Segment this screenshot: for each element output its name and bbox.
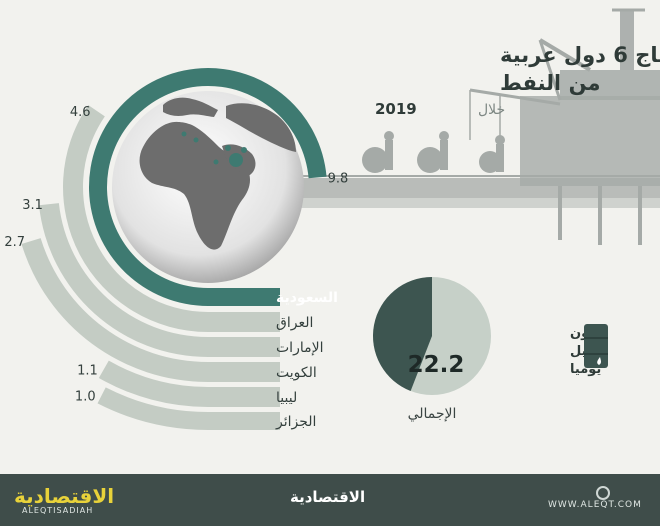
footer-brand: الاقتصادية — [290, 488, 366, 506]
arc-bar-tab — [208, 362, 280, 382]
total-pie: 22.2 — [373, 277, 491, 395]
value-label: 1.0 — [75, 389, 96, 404]
total-pie-highlight — [373, 277, 432, 391]
arc-bar — [98, 360, 208, 407]
globe-illustration — [112, 91, 304, 283]
value-label: 9.8 — [328, 171, 349, 186]
arc-bar-tab — [208, 387, 280, 407]
total-label: الإجمالي — [408, 406, 457, 422]
category-label: الكويت — [276, 365, 317, 381]
oil-platform-illustration — [300, 8, 660, 245]
oil-barrel-icon — [584, 324, 608, 368]
footer-url[interactable]: WWW.ALEQT.COM — [548, 500, 642, 510]
value-label: 4.6 — [70, 105, 91, 120]
arc-bar-tab — [208, 337, 280, 357]
category-label: ليبيا — [276, 390, 297, 406]
category-label: الإمارات — [276, 340, 323, 356]
category-label: الجزائر — [275, 414, 316, 430]
arc-bar-tab — [208, 412, 280, 430]
arc-bar — [38, 203, 208, 357]
footer-bar — [0, 474, 660, 526]
value-label: 3.1 — [22, 198, 43, 213]
highlight-dot — [213, 159, 219, 165]
highlight-dot — [193, 137, 199, 143]
highlight-dot — [181, 131, 187, 137]
footer-logo: الاقتصادية — [14, 484, 115, 508]
period-prefix: خلال — [478, 102, 505, 118]
arc-bar — [97, 387, 208, 430]
arc-bars — [21, 68, 327, 430]
europe-shape — [163, 97, 218, 117]
arc-bar-tab — [208, 288, 280, 306]
value-label: 1.1 — [77, 363, 98, 378]
value-label: 2.7 — [4, 235, 25, 250]
footer-logo-sub: ALEQTISADIAH — [22, 506, 94, 515]
arc-bar — [63, 105, 209, 333]
total-value: 22.2 — [408, 352, 465, 378]
asia-shape — [226, 103, 296, 152]
category-labels: السعودية العراق الإمارات الكويت ليبيا الجزائر — [275, 290, 338, 430]
highlight-dot — [229, 153, 243, 167]
title-line2: من النفط — [500, 71, 600, 95]
globe-icon — [596, 486, 610, 500]
value-labels: 9.8 4.6 3.1 2.7 1.1 1.0 — [4, 105, 348, 405]
chart-canvas: إنتاج 6 دول عربية من النفط خلال 2019 9.8… — [4, 8, 660, 430]
category-label: السعودية — [276, 290, 338, 306]
africa-shape — [139, 121, 251, 250]
arc-bar-tab — [208, 312, 280, 332]
title-line1: إنتاج 6 دول عربية — [500, 43, 660, 68]
highlight-dot — [241, 147, 247, 153]
category-label: العراق — [276, 315, 313, 331]
arc-bar — [21, 238, 208, 382]
highlight-dot — [225, 145, 231, 151]
period-year: 2019 — [375, 100, 417, 118]
